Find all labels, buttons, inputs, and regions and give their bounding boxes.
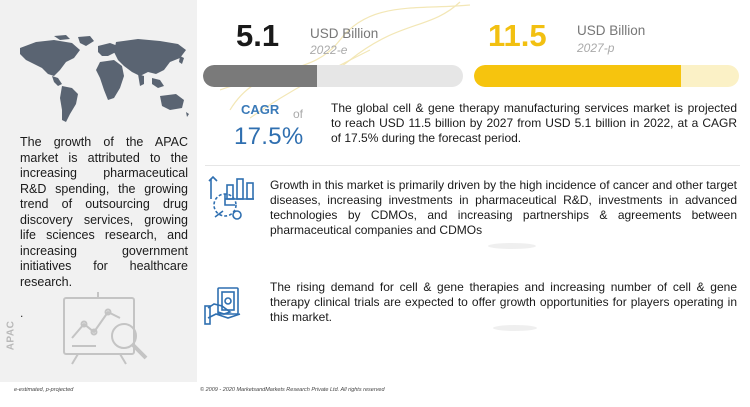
- chart-analysis-icon: [208, 175, 254, 220]
- market-2027-unit: USD Billion: [577, 23, 646, 38]
- footer-legend: e-estimated, p-projected: [14, 387, 74, 393]
- cagr-value: 17.5%: [234, 123, 304, 150]
- world-map-icon: [20, 35, 189, 122]
- divider-oval: [488, 243, 536, 249]
- market-2027-bar-fill: [474, 65, 681, 87]
- left-panel: The growth of the APAC market is attribu…: [0, 0, 197, 382]
- market-drivers: Growth in this market is primarily drive…: [270, 178, 737, 237]
- market-2022-year: 2022-e: [310, 43, 348, 57]
- footer-copyright: © 2009 - 2020 MarketsandMarkets Research…: [200, 387, 385, 393]
- analytics-magnifier-icon: [63, 292, 148, 365]
- market-2022-bar: [203, 65, 463, 87]
- divider-oval-2: [493, 325, 537, 331]
- market-opportunities: The rising demand for cell & gene therap…: [270, 280, 737, 324]
- cagr-of: of: [293, 107, 304, 121]
- region-label: APAC: [5, 320, 17, 351]
- market-2022-unit: USD Billion: [310, 26, 379, 41]
- market-summary: The global cell & gene therapy manufactu…: [331, 101, 737, 145]
- cagr-label: CAGR: [241, 102, 280, 117]
- market-2027-year: 2027-p: [577, 41, 615, 55]
- market-2022-value: 5.1: [236, 18, 280, 53]
- dot-mark: .: [20, 306, 24, 320]
- apac-description: The growth of the APAC market is attribu…: [20, 135, 188, 289]
- market-2027-value: 11.5: [488, 18, 547, 53]
- market-2022-bar-fill: [203, 65, 318, 87]
- divider: [205, 165, 740, 166]
- money-hand-icon: [204, 287, 241, 325]
- market-2027-bar: [474, 65, 739, 87]
